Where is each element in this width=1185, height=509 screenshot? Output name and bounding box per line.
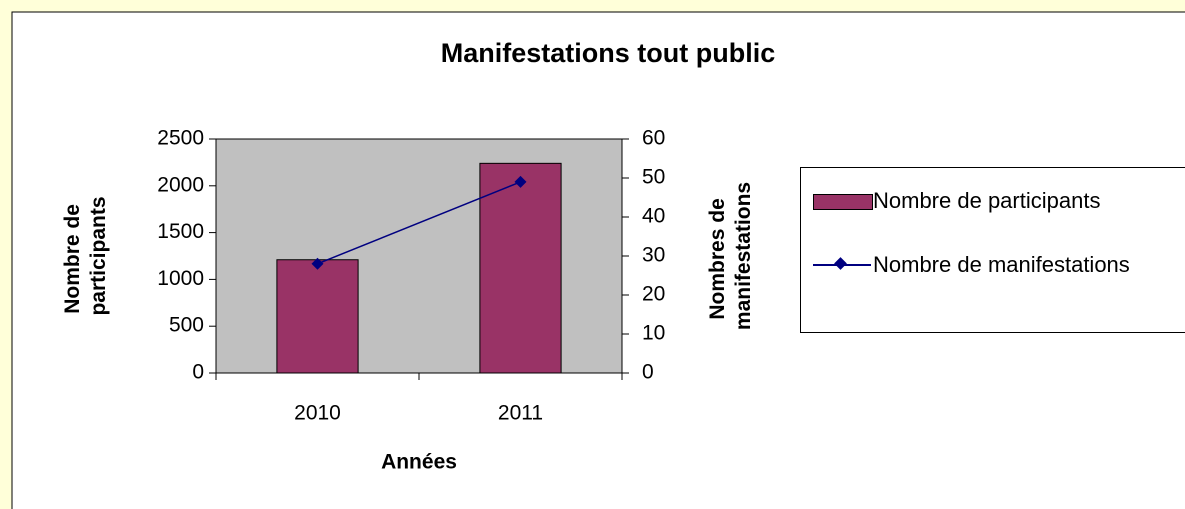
y2-tick-label: 20 [642, 283, 665, 306]
legend-entry: Nombre de participants [811, 186, 1178, 216]
marker [514, 175, 527, 188]
y2-tick-label: 10 [642, 322, 665, 345]
legend-label: Nombre de manifestations [873, 252, 1130, 277]
y-tick-label: 1000 [157, 267, 204, 290]
y2-tick-label: 30 [642, 244, 665, 267]
chart-title: Manifestations tout public [441, 38, 776, 68]
legend: Nombre de participants Nombre de manifest… [800, 167, 1185, 333]
y-tick-label: 1500 [157, 220, 204, 243]
x-tick-label: 2011 [498, 402, 543, 425]
legend-entry: Nombre de manifestations [811, 250, 1178, 280]
y2-tick-label: 40 [642, 205, 665, 228]
line [317, 181, 521, 265]
y2-tick-label: 0 [642, 361, 654, 384]
y-tick-label: 2000 [157, 173, 204, 196]
y-tick-label: 2500 [157, 127, 204, 150]
legend-swatch [811, 186, 873, 216]
legend-label: Nombre de participants [873, 188, 1101, 213]
legend-swatch-box [813, 194, 873, 210]
y2-axis-title: Nombres de manifestations [706, 182, 755, 330]
legend-swatch [811, 250, 873, 280]
y-tick-label: 0 [192, 361, 204, 384]
bar [479, 162, 562, 374]
marker [311, 257, 324, 270]
y-tick-label: 500 [169, 314, 204, 337]
x-axis-title: Années [381, 451, 457, 474]
y2-axis-title-line: manifestations [732, 182, 755, 330]
y-axis-title-line: participants [87, 196, 110, 315]
y-axis-title-line: Nombre de [61, 204, 84, 314]
y2-axis-title-line: Nombres de [706, 198, 729, 319]
bar [276, 259, 359, 374]
legend-swatch-marker [834, 257, 847, 270]
y2-tick-label: 50 [642, 166, 665, 189]
y2-tick-label: 60 [642, 127, 665, 150]
x-tick-label: 2010 [294, 402, 341, 425]
y-axis-title: Nombre de participants [61, 196, 110, 315]
